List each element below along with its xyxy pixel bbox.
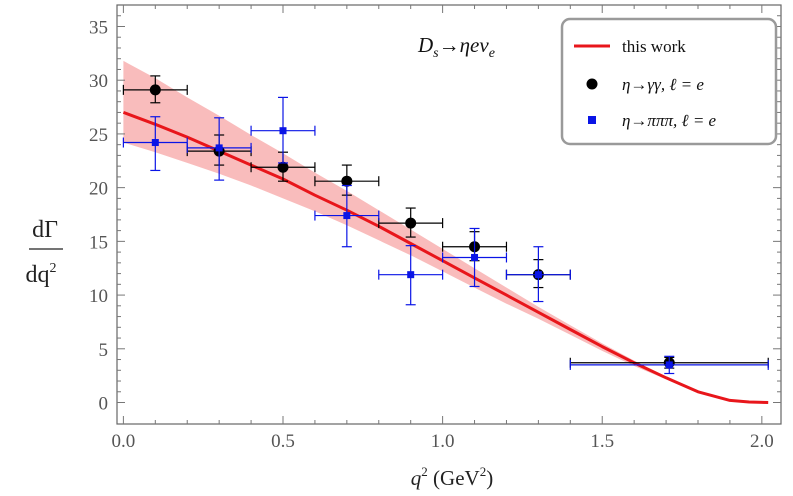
data-point-square	[215, 144, 223, 152]
x-axis-title-var: q	[411, 466, 422, 490]
plot-frame	[116, 4, 782, 425]
annotation-base: D	[417, 33, 433, 57]
theory-curve-layer	[122, 110, 769, 404]
legend-square-marker	[588, 116, 596, 124]
data-point-circle	[277, 161, 289, 173]
y-tick-label: 5	[99, 340, 109, 361]
data-points-layer	[122, 75, 769, 375]
y-axis-denominator-sup: 2	[50, 261, 57, 276]
y-axis-title: dΓ dq2	[26, 217, 63, 288]
y-tick-label: 15	[89, 232, 108, 253]
y-tick-label: 20	[89, 179, 108, 200]
x-axis-title-unit: (GeV	[428, 466, 480, 490]
x-axis-title: q2 (GeV2)	[411, 464, 493, 490]
legend-label-pipipi: η→πππ, ℓ = e	[622, 111, 717, 130]
y-tick-label: 30	[89, 71, 108, 92]
data-point-square	[151, 139, 159, 147]
legend-label-theory: this work	[622, 37, 686, 56]
x-axis-title-close: )	[486, 466, 493, 490]
legend-circle-marker	[586, 78, 598, 90]
legend-box	[560, 17, 778, 146]
y-tick-label: 10	[89, 286, 108, 307]
x-tick-label: 1.0	[431, 431, 455, 452]
process-annotation: Ds→ηeνe	[417, 33, 495, 61]
theory-curve	[122, 110, 769, 404]
y-tick-label: 25	[89, 125, 108, 146]
x-axis-title-unit-sup: 2	[480, 464, 487, 479]
y-tick-label: 0	[99, 394, 109, 415]
series-pipipi	[122, 96, 769, 375]
data-point-square	[407, 271, 415, 279]
x-axis-title-sup: 2	[421, 464, 428, 479]
data-point-square	[534, 271, 542, 279]
x-tick-label: 0.0	[112, 431, 136, 452]
data-point-circle	[149, 84, 161, 96]
axis-ticks-layer: 0.0 0.5 1.0 1.5 2.0 0 5 10 15 20 25 30 35	[89, 5, 781, 452]
x-tick-label: 1.5	[590, 431, 614, 452]
data-point-circle	[341, 175, 353, 187]
x-tick-label: 0.5	[271, 431, 295, 452]
annotation-sub2: e	[489, 46, 495, 61]
legend: this work η→γγ, ℓ = e η→πππ, ℓ = e	[560, 17, 778, 146]
data-point-square	[471, 253, 479, 261]
y-axis-numerator: dΓ	[32, 217, 58, 243]
data-point-circle	[405, 217, 417, 229]
data-point-square	[343, 212, 351, 220]
legend-label-gammagamma: η→γγ, ℓ = e	[622, 75, 704, 94]
annotation-body: →ηeν	[439, 33, 490, 57]
annotation-sub1: s	[433, 46, 439, 61]
y-axis-denominator-base: dq	[26, 262, 50, 288]
y-axis-denominator: dq2	[26, 261, 57, 288]
x-tick-label: 2.0	[750, 431, 774, 452]
y-tick-label: 35	[89, 17, 108, 38]
data-point-square	[279, 127, 287, 135]
data-point-square	[665, 361, 673, 369]
